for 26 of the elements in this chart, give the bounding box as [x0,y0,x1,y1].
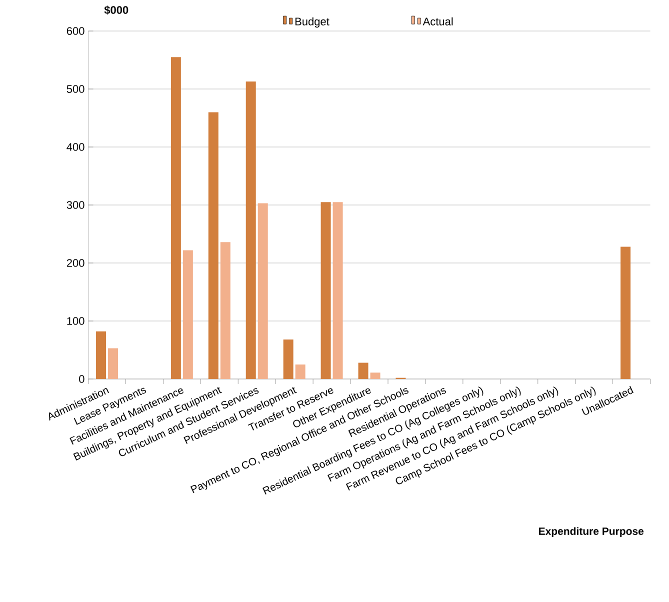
bar [320,202,331,379]
bar [332,202,343,379]
legend-label: Actual [422,17,453,26]
bar [170,57,181,379]
bar [208,112,218,379]
bar [258,203,268,379]
bar [370,372,380,379]
y-tick-label: 400 [66,143,84,151]
y-tick-label: 500 [66,85,84,93]
x-axis-title: Expenditure Purpose [539,527,644,537]
bar [182,250,193,379]
bar [96,331,106,379]
y-tick-label: 100 [67,317,84,325]
y-tick-label: 0 [79,375,84,383]
bar [108,348,118,379]
bar [283,340,294,379]
y-tick-label: 600 [66,27,84,35]
legend-label: Budget [295,17,330,28]
bar [620,246,631,379]
y-tick-label: 300 [66,201,84,209]
bar [358,362,368,379]
bar [246,81,256,379]
y-axis-title: $000 [104,6,128,15]
bar [220,242,230,379]
y-tick-label: 200 [66,259,84,267]
bar [295,364,306,379]
